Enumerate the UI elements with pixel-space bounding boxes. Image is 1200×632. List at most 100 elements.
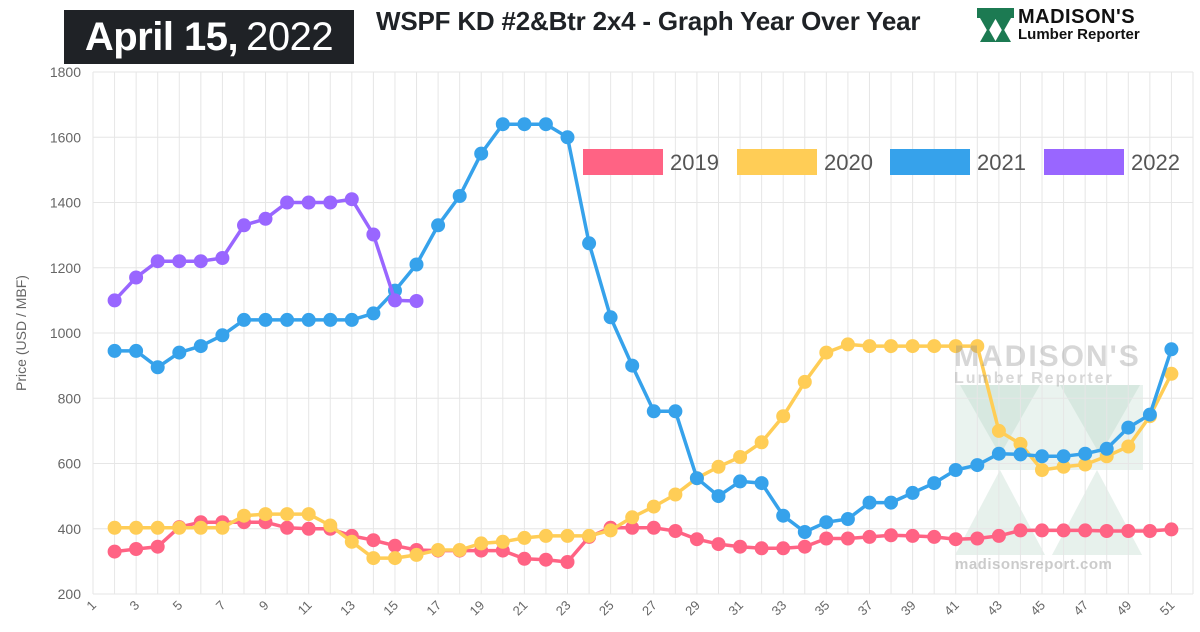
data-point-2020 (107, 520, 122, 535)
y-axis-label: Price (USD / MBF) (13, 275, 29, 391)
data-point-2021 (625, 358, 640, 373)
data-point-2019 (862, 529, 877, 544)
data-point-2020 (991, 423, 1006, 438)
x-tick-label: 51 (1157, 598, 1178, 619)
data-point-2021 (301, 312, 316, 327)
data-point-2021 (733, 474, 748, 489)
legend-swatch-2019 (583, 149, 663, 175)
data-point-2021 (711, 489, 726, 504)
chart-title: WSPF KD #2&Btr 2x4 - Graph Year Over Yea… (376, 6, 921, 36)
x-tick-label: 43 (984, 598, 1005, 619)
legend-swatch-2021 (890, 149, 970, 175)
series-line-2021 (114, 122, 1174, 534)
data-point-2020 (948, 339, 963, 354)
data-point-2021 (689, 471, 704, 486)
data-point-2020 (215, 520, 230, 535)
data-point-2019 (388, 538, 402, 553)
data-point-2020 (474, 536, 489, 551)
data-point-2019 (129, 542, 144, 556)
data-point-2021 (129, 343, 144, 358)
x-tick-label: 17 (423, 598, 444, 619)
watermark-name: MADISON'S (954, 340, 1141, 373)
y-tick-label: 400 (58, 521, 82, 537)
data-point-2019 (280, 520, 295, 535)
x-tick-label: 33 (768, 598, 789, 619)
data-point-2020 (495, 534, 510, 549)
data-point-2021 (280, 312, 295, 327)
data-point-2020 (1164, 366, 1179, 381)
data-point-2021 (193, 339, 208, 354)
data-point-2021 (754, 476, 769, 491)
data-point-2020 (193, 520, 208, 535)
data-point-2020 (366, 551, 381, 566)
data-point-2022 (366, 227, 381, 242)
series-2021 (107, 117, 1179, 539)
data-point-2022 (258, 211, 273, 226)
data-point-2021 (970, 458, 985, 473)
legend-item-2020: 2020 (737, 149, 873, 175)
data-point-2020 (280, 507, 295, 522)
logo-name: MADISON'S (1018, 6, 1136, 28)
data-point-2020 (797, 374, 812, 389)
data-point-2020 (927, 339, 942, 354)
data-point-2019 (1121, 524, 1136, 538)
data-point-2022 (323, 195, 338, 210)
data-point-2022 (237, 218, 251, 233)
data-point-2020 (344, 534, 359, 549)
y-tick-label: 800 (58, 390, 82, 406)
data-point-2019 (1142, 524, 1157, 538)
data-point-2022 (193, 254, 208, 269)
data-point-2022 (409, 294, 424, 308)
data-point-2021 (495, 117, 510, 132)
data-point-2021 (1164, 342, 1179, 357)
data-point-2022 (388, 293, 402, 308)
x-tick-label: 19 (467, 598, 488, 619)
data-point-2020 (754, 435, 769, 450)
y-tick-label: 1200 (50, 260, 81, 276)
data-point-2019 (840, 531, 855, 546)
data-point-2022 (344, 192, 359, 207)
x-tick-label: 11 (295, 598, 315, 618)
data-point-2021 (237, 312, 251, 327)
data-point-2020 (840, 337, 855, 352)
legend-label-2020: 2020 (824, 150, 873, 175)
data-point-2020 (819, 345, 834, 360)
data-point-2020 (862, 339, 877, 354)
data-point-2020 (970, 339, 985, 354)
logo-subtitle: Lumber Reporter (1018, 26, 1140, 43)
legend-label-2019: 2019 (670, 150, 719, 175)
x-tick-label: 15 (380, 598, 401, 619)
data-point-2020 (668, 487, 683, 502)
data-point-2021 (1099, 441, 1114, 456)
watermark-url: madisonsreport.com (955, 556, 1113, 573)
legend-swatch-2020 (737, 149, 817, 175)
data-point-2020 (711, 459, 726, 474)
legend-label-2021: 2021 (977, 150, 1026, 175)
x-tick-label: 35 (812, 598, 833, 619)
data-point-2020 (129, 520, 144, 535)
data-point-2021 (1078, 446, 1093, 461)
data-point-2021 (366, 306, 381, 321)
data-point-2020 (1121, 439, 1136, 454)
x-tick-label: 45 (1027, 598, 1048, 619)
data-point-2020 (776, 409, 791, 424)
data-point-2019 (107, 544, 122, 559)
x-tick-label: 13 (337, 598, 358, 619)
legend-item-2021: 2021 (890, 149, 1026, 175)
date-month-day: April 15, (84, 14, 239, 59)
data-point-2020 (431, 543, 446, 557)
data-point-2020 (258, 507, 273, 522)
data-point-2022 (215, 251, 230, 265)
data-point-2022 (301, 195, 316, 210)
data-point-2021 (452, 189, 467, 203)
data-point-2020 (1035, 463, 1049, 477)
legend-label-2022: 2022 (1131, 150, 1180, 175)
data-point-2019 (1056, 523, 1071, 538)
data-point-2020 (237, 508, 251, 523)
data-point-2021 (323, 312, 338, 327)
y-tick-label: 1400 (50, 195, 81, 211)
data-point-2021 (107, 343, 122, 358)
data-point-2021 (150, 360, 165, 375)
data-point-2020 (560, 528, 575, 543)
data-point-2019 (905, 528, 920, 543)
